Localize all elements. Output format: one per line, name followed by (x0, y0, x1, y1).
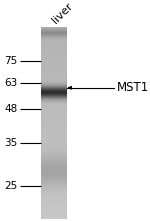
Text: 25: 25 (4, 181, 18, 191)
Text: 35: 35 (4, 138, 18, 148)
Text: 75: 75 (4, 55, 18, 66)
Text: 63: 63 (4, 78, 18, 88)
Text: liver: liver (51, 1, 75, 25)
Text: MST1: MST1 (117, 81, 149, 94)
Text: 48: 48 (4, 104, 18, 114)
